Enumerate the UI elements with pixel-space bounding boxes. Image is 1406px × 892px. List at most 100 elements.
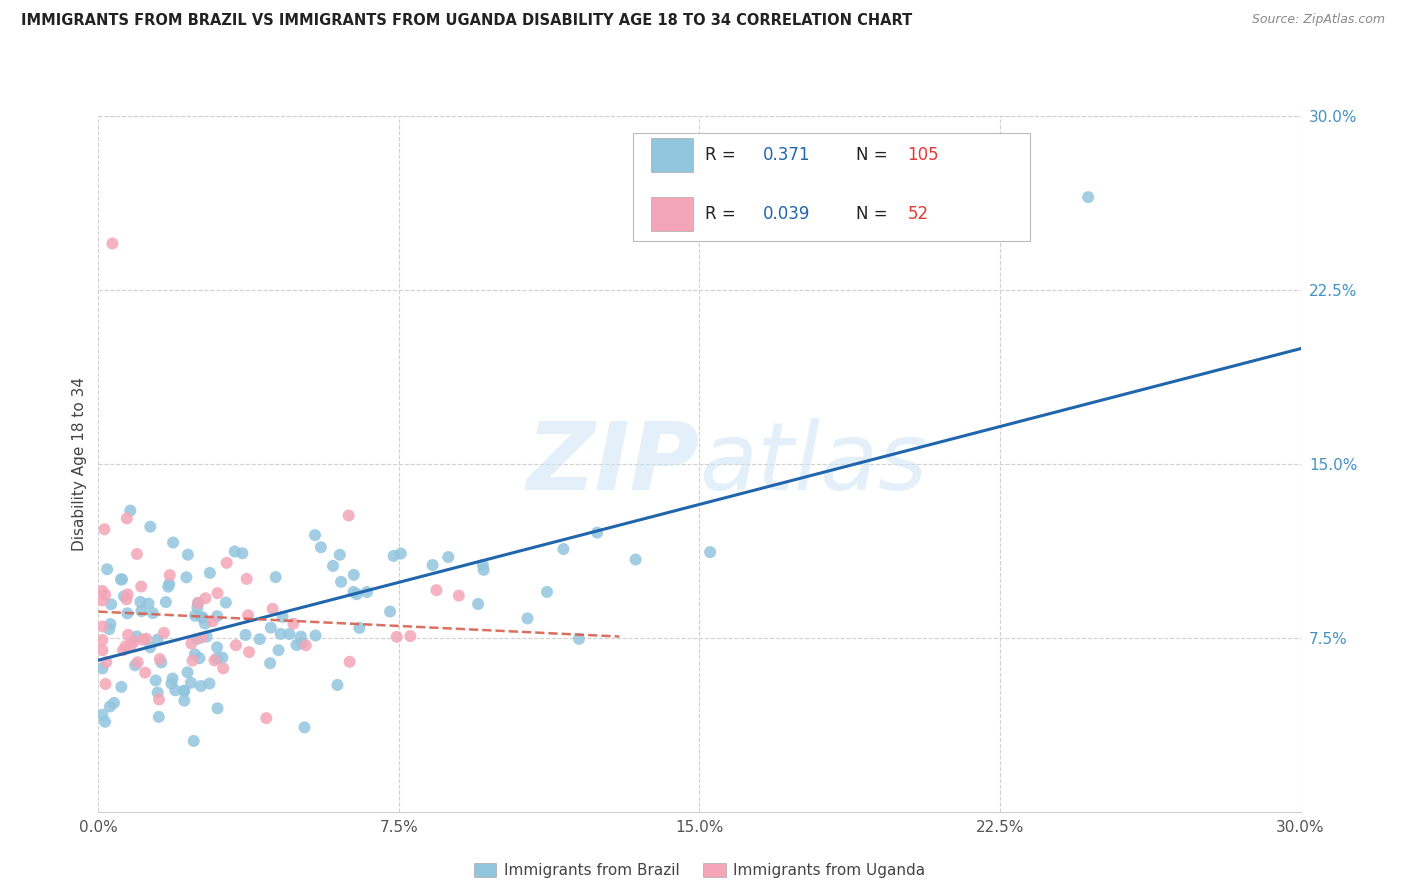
Point <box>553 542 575 557</box>
Point <box>346 587 368 601</box>
Point <box>173 684 195 698</box>
Point <box>198 676 221 690</box>
Point <box>235 628 257 642</box>
Point <box>467 597 489 611</box>
Point <box>204 653 226 667</box>
Point <box>101 236 124 251</box>
Point <box>181 654 204 668</box>
Point <box>117 628 139 642</box>
Point <box>385 630 408 644</box>
Point <box>471 558 494 572</box>
Point <box>472 563 495 577</box>
Point <box>176 665 198 680</box>
Point <box>111 572 134 586</box>
Point <box>205 609 228 624</box>
Point <box>184 648 207 662</box>
Point <box>120 638 142 652</box>
Point <box>536 585 558 599</box>
Point <box>447 589 470 603</box>
Point <box>115 592 138 607</box>
Point <box>291 636 314 650</box>
Point <box>342 585 364 599</box>
Point <box>211 650 233 665</box>
Point <box>149 652 172 666</box>
Point <box>187 596 209 610</box>
Text: ZIP: ZIP <box>527 417 700 510</box>
Point <box>157 577 180 591</box>
Point <box>699 545 721 559</box>
Point <box>159 568 181 582</box>
Point <box>260 621 283 635</box>
Point <box>139 640 162 655</box>
Text: N =: N = <box>856 145 893 163</box>
Point <box>91 619 114 633</box>
Point <box>236 608 259 623</box>
Point <box>356 585 378 599</box>
Point <box>304 528 326 542</box>
Point <box>422 558 444 572</box>
Point <box>399 629 422 643</box>
Point <box>177 548 200 562</box>
Point <box>267 643 290 657</box>
Point <box>180 675 202 690</box>
Point <box>184 608 207 623</box>
Point <box>98 622 121 636</box>
Point <box>91 707 114 722</box>
Point <box>110 680 132 694</box>
Point <box>195 630 218 644</box>
Point <box>114 639 136 653</box>
Legend: Immigrants from Brazil, Immigrants from Uganda: Immigrants from Brazil, Immigrants from … <box>467 857 932 884</box>
FancyBboxPatch shape <box>633 134 1031 241</box>
Point <box>191 610 214 624</box>
Point <box>176 570 198 584</box>
Point <box>91 593 114 607</box>
Text: 52: 52 <box>907 205 928 223</box>
Point <box>326 678 349 692</box>
Point <box>139 519 162 533</box>
Text: IMMIGRANTS FROM BRAZIL VS IMMIGRANTS FROM UGANDA DISABILITY AGE 18 TO 34 CORRELA: IMMIGRANTS FROM BRAZIL VS IMMIGRANTS FRO… <box>21 13 912 29</box>
Point <box>150 656 173 670</box>
Point <box>138 597 160 611</box>
Point <box>186 632 208 646</box>
Point <box>145 673 167 688</box>
Point <box>337 508 360 523</box>
Point <box>162 535 184 549</box>
Point <box>271 610 294 624</box>
Point <box>339 655 361 669</box>
Point <box>129 580 152 594</box>
Point <box>190 631 212 645</box>
Point <box>120 503 142 517</box>
Text: R =: R = <box>706 145 741 163</box>
Y-axis label: Disability Age 18 to 34: Disability Age 18 to 34 <box>72 376 87 551</box>
Point <box>112 643 135 657</box>
Point <box>148 692 170 706</box>
Point <box>153 625 176 640</box>
Point <box>131 604 153 618</box>
Point <box>198 566 221 580</box>
Point <box>290 630 312 644</box>
Point <box>146 685 169 699</box>
Point <box>94 588 117 602</box>
Point <box>117 587 139 601</box>
Point <box>294 638 316 652</box>
Point <box>194 591 217 606</box>
Point <box>135 632 157 646</box>
Point <box>173 683 195 698</box>
Point <box>146 632 169 647</box>
Point <box>188 651 211 665</box>
Point <box>389 547 412 561</box>
Point <box>115 511 138 525</box>
Text: N =: N = <box>856 205 893 223</box>
Point <box>112 589 135 603</box>
Point <box>162 672 184 686</box>
Bar <box>651 137 693 171</box>
Text: 105: 105 <box>907 145 939 163</box>
Point <box>132 632 155 647</box>
Point <box>186 600 208 615</box>
Point <box>155 595 177 609</box>
Point <box>264 570 287 584</box>
Point <box>225 638 247 652</box>
Point <box>98 699 121 714</box>
Point <box>122 634 145 648</box>
Point <box>231 546 253 560</box>
